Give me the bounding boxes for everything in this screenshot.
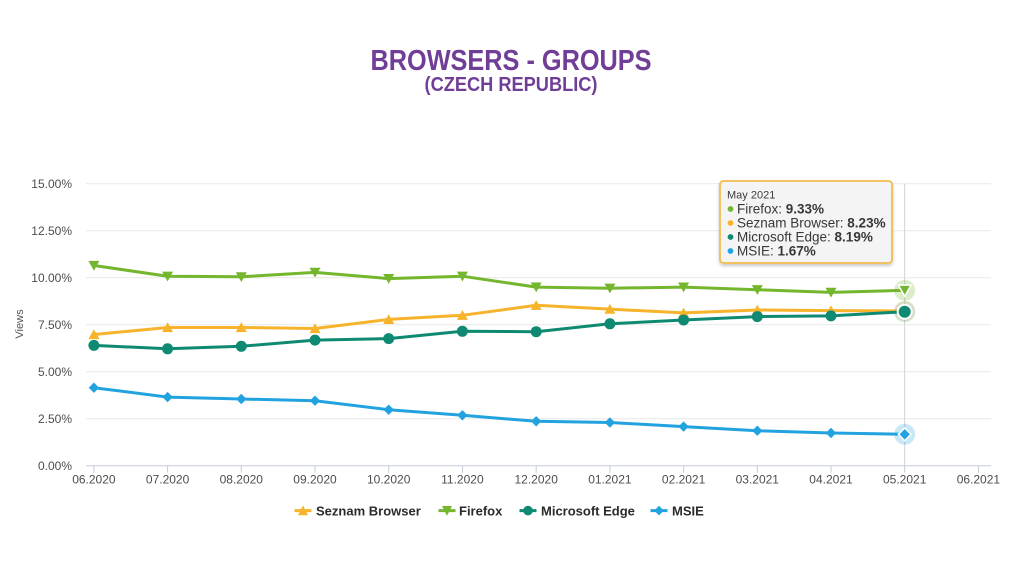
svg-text:01.2021: 01.2021: [588, 473, 632, 487]
svg-text:15.00%: 15.00%: [31, 177, 72, 191]
svg-text:Firefox: Firefox: [459, 503, 503, 518]
svg-text:07.2020: 07.2020: [146, 473, 190, 487]
svg-text:Microsoft Edge: 8.19%: Microsoft Edge: 8.19%: [737, 230, 873, 245]
svg-text:MSIE: 1.67%: MSIE: 1.67%: [737, 244, 816, 259]
svg-text:Views: Views: [14, 309, 26, 339]
svg-text:Microsoft Edge: Microsoft Edge: [541, 503, 635, 518]
svg-text:MSIE: MSIE: [672, 503, 704, 518]
svg-text:10.2020: 10.2020: [367, 473, 411, 487]
svg-text:05.2021: 05.2021: [883, 473, 927, 487]
svg-text:06.2020: 06.2020: [72, 473, 116, 487]
svg-text:12.2020: 12.2020: [515, 473, 559, 487]
svg-text:09.2020: 09.2020: [293, 473, 337, 487]
svg-text:2.50%: 2.50%: [38, 412, 72, 426]
svg-text:(CZECH REPUBLIC): (CZECH REPUBLIC): [425, 74, 598, 96]
svg-text:02.2021: 02.2021: [662, 473, 706, 487]
svg-text:May 2021: May 2021: [727, 190, 775, 202]
svg-text:0.00%: 0.00%: [38, 459, 72, 473]
svg-text:12.50%: 12.50%: [31, 224, 72, 238]
svg-text:04.2021: 04.2021: [809, 473, 853, 487]
svg-text:10.00%: 10.00%: [31, 271, 72, 285]
svg-text:Seznam Browser: 8.23%: Seznam Browser: 8.23%: [737, 216, 886, 231]
svg-text:Firefox: 9.33%: Firefox: 9.33%: [737, 202, 824, 217]
svg-text:5.00%: 5.00%: [38, 365, 72, 379]
svg-text:06.2021: 06.2021: [957, 473, 1001, 487]
svg-text:08.2020: 08.2020: [220, 473, 264, 487]
svg-text:03.2021: 03.2021: [736, 473, 780, 487]
svg-text:BROWSERS - GROUPS: BROWSERS - GROUPS: [371, 45, 652, 77]
svg-text:Seznam Browser: Seznam Browser: [316, 503, 421, 518]
svg-text:11.2020: 11.2020: [441, 473, 484, 487]
svg-text:7.50%: 7.50%: [38, 318, 72, 332]
